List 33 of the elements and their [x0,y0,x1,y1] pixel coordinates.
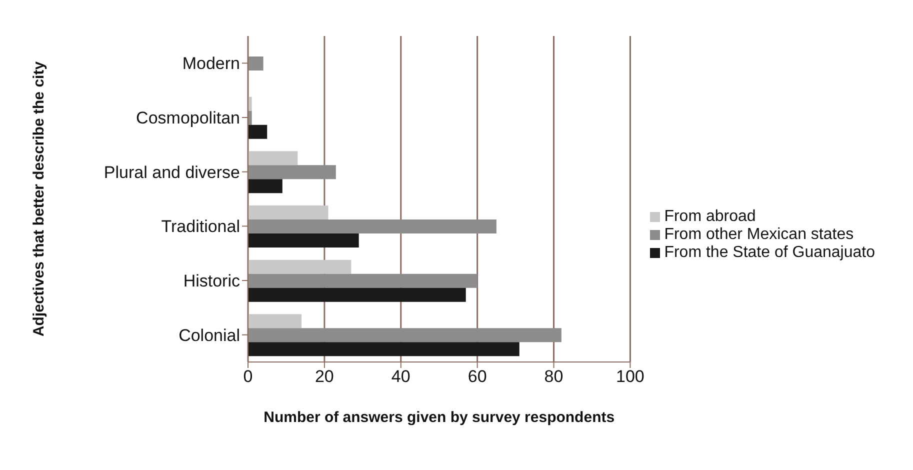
bar [248,288,466,302]
y-tick-label: Modern [182,54,240,74]
bar [248,124,268,139]
bar [248,56,264,71]
bar [248,165,336,180]
y-tick-label: Traditional [161,217,240,236]
bar [248,234,359,248]
x-tick-label: 0 [243,367,253,386]
bar [248,274,478,288]
legend-label: From other Mexican states [664,226,854,243]
bar [248,96,252,111]
bar [248,206,328,220]
bar [248,110,252,125]
bar [248,179,282,194]
y-tick-label: Historic [183,272,240,291]
legend-label: From the State of Guanajuato [664,244,875,261]
bar [248,314,302,328]
x-tick-label: 80 [544,367,564,386]
bar [248,328,562,342]
y-tick-label: Cosmopolitan [136,108,240,128]
y-tick-label: Colonial [178,326,240,345]
bar [248,260,352,274]
bar [248,342,520,356]
legend-label: From abroad [664,208,756,225]
y-tick-label: Plural and diverse [104,162,240,182]
x-tick-label: 100 [616,367,644,386]
y-axis-title: Adjectives that better describe the city [30,60,48,337]
bar [248,220,496,234]
bar [248,151,298,166]
x-tick-label: 40 [391,367,410,386]
x-tick-label: 20 [314,367,334,386]
x-axis-title: Number of answers given by survey respondents [264,409,615,426]
x-tick-label: 60 [468,367,487,386]
